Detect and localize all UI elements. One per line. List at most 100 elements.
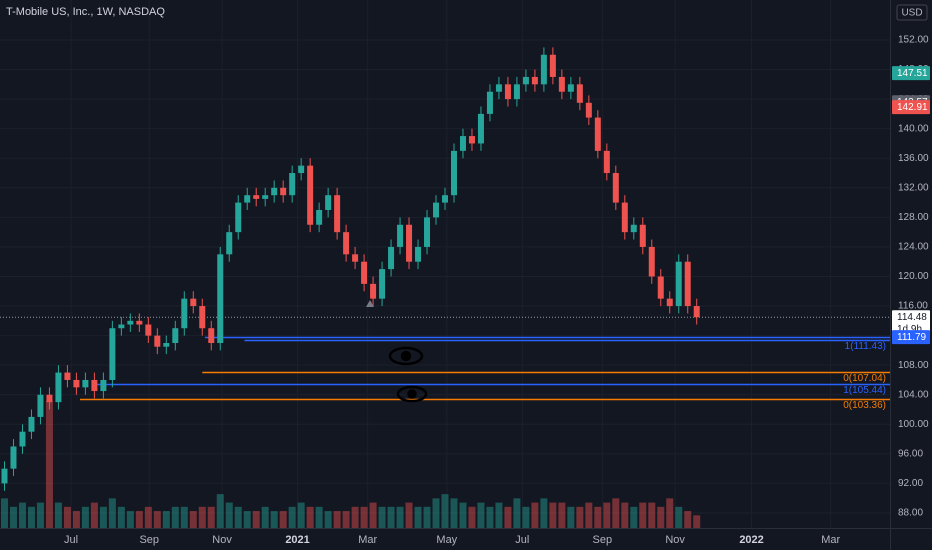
- y-tick-label: 120.00: [898, 271, 929, 282]
- candle-body: [199, 306, 206, 329]
- volume-bar: [270, 511, 278, 528]
- volume-bar: [612, 498, 620, 528]
- volume-bar: [693, 515, 701, 528]
- volume-bar: [621, 502, 629, 528]
- y-tick-label: 116.00: [898, 301, 928, 312]
- candle-body: [325, 195, 332, 210]
- x-tick-label: Nov: [665, 534, 685, 546]
- volume-bar: [99, 506, 107, 528]
- y-tick-label: 108.00: [898, 360, 929, 371]
- volume-bar: [324, 511, 332, 528]
- y-tick-label: 96.00: [898, 449, 923, 460]
- y-tick-label: 132.00: [898, 182, 929, 193]
- level-label: 1(105.44): [843, 385, 886, 396]
- candle-body: [639, 224, 646, 247]
- price-tag-label: 142.91: [897, 102, 928, 113]
- volume-bar: [261, 506, 269, 528]
- volume-bar: [234, 506, 242, 528]
- price-tag: [892, 100, 930, 115]
- candle-body: [693, 306, 700, 318]
- price-tag: [892, 66, 930, 81]
- candle-body: [361, 261, 368, 284]
- candle-body: [504, 84, 511, 100]
- candle-body: [127, 320, 134, 325]
- volume-bar: [513, 498, 521, 528]
- volume-bar: [153, 511, 161, 528]
- candle-body: [585, 102, 592, 118]
- volume-bar: [135, 511, 143, 528]
- volume-bar: [297, 502, 305, 528]
- candle-body: [603, 150, 610, 174]
- x-tick-label: Sep: [593, 534, 613, 546]
- candle-body: [424, 217, 431, 247]
- candle-body: [675, 261, 682, 307]
- candle-body: [477, 113, 484, 144]
- volume-bar: [423, 506, 431, 528]
- volume-bar: [567, 506, 575, 528]
- volume-bar: [639, 502, 647, 528]
- volume-bar: [594, 506, 602, 528]
- volume-bar: [117, 506, 125, 528]
- candle-body: [558, 76, 565, 92]
- x-tick-label: Nov: [212, 534, 232, 546]
- volume-bar: [558, 502, 566, 528]
- volume-bar: [486, 506, 494, 528]
- candle-body: [307, 165, 314, 225]
- volume-bar: [522, 506, 530, 528]
- candle-body: [594, 117, 601, 151]
- y-tick-label: 88.00: [898, 508, 923, 519]
- candle-body: [73, 379, 80, 388]
- currency[interactable]: USD: [901, 8, 922, 19]
- candle-body: [118, 324, 125, 329]
- candle-body: [55, 372, 62, 403]
- volume-bar: [171, 506, 179, 528]
- volume-bar: [378, 506, 386, 528]
- currency-box[interactable]: [896, 4, 928, 21]
- candle-body: [19, 431, 26, 447]
- candle-body: [370, 283, 377, 299]
- volume-bar: [396, 506, 404, 528]
- candle-body: [648, 246, 655, 277]
- volume-bar: [90, 502, 98, 528]
- candle-body: [271, 187, 278, 196]
- volume-bar: [531, 502, 539, 528]
- x-tick-label: Mar: [358, 534, 377, 546]
- candle-body: [630, 224, 637, 233]
- candle-body: [531, 76, 538, 85]
- volume-bar: [144, 506, 152, 528]
- candle-body: [343, 232, 350, 255]
- candle-body: [235, 202, 242, 233]
- candle-body: [666, 298, 673, 307]
- volume-bar: [333, 511, 341, 528]
- candle-body: [190, 298, 197, 307]
- candle-body: [612, 173, 619, 203]
- candle-body: [495, 84, 502, 92]
- candle-body: [657, 276, 664, 299]
- volume-bar: [576, 506, 584, 528]
- axes: 88.0092.0096.00100.00104.00108.00112.001…: [64, 35, 930, 546]
- volume-bar: [126, 511, 134, 528]
- volume-bar: [657, 506, 665, 528]
- volume-pane: [0, 401, 701, 528]
- candle-body: [262, 195, 269, 199]
- volume-bar: [81, 506, 89, 528]
- candle-body: [397, 224, 404, 247]
- candle-body: [379, 269, 386, 299]
- candle-body: [253, 195, 260, 199]
- candle-body: [388, 246, 395, 270]
- candle-body: [468, 136, 475, 144]
- candle-body: [244, 195, 251, 203]
- candle-body: [540, 54, 547, 85]
- grid: [0, 0, 890, 528]
- eye-icon: [388, 346, 428, 403]
- levels: 1(111.43) 0(107.04)1(105.44) 0(103.36): [0, 316, 890, 411]
- volume-bar: [477, 502, 485, 528]
- candle-body: [280, 187, 287, 196]
- volume-bar: [684, 511, 692, 528]
- price-tag: [892, 330, 930, 345]
- price-tag-note: 1d 9h: [897, 324, 922, 335]
- volume-bar: [198, 506, 206, 528]
- candle-body: [567, 84, 574, 92]
